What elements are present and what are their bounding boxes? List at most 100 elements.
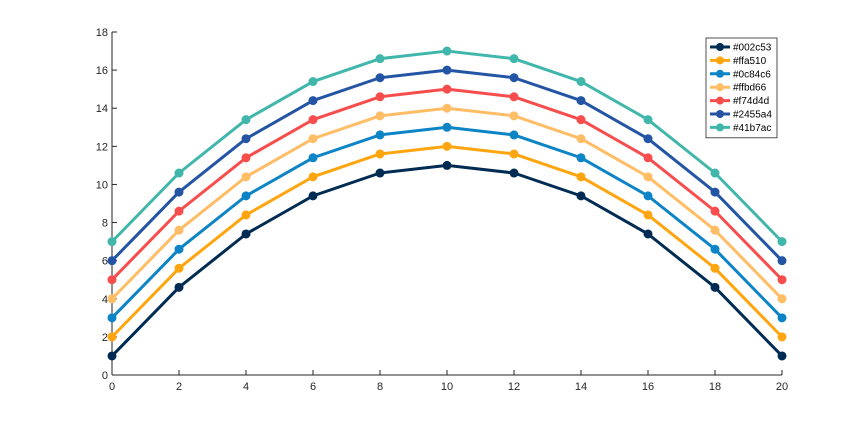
data-point [174,206,184,216]
data-point [375,130,385,140]
data-point [643,134,653,144]
data-point [375,111,385,121]
data-point [241,210,251,220]
data-point [107,256,117,266]
x-tick-label: 10 [441,381,453,393]
legend-label: #002c53 [733,43,772,54]
data-point [576,77,586,87]
data-point [442,141,452,151]
data-point [308,153,318,163]
data-point [375,168,385,178]
x-tick-label: 12 [508,381,520,393]
data-point [375,73,385,83]
data-point [576,96,586,106]
data-point [241,172,251,182]
data-point [509,111,519,121]
data-point [308,96,318,106]
x-tick-label: 0 [109,381,115,393]
data-point [107,275,117,285]
data-point [308,134,318,144]
data-point [107,332,117,342]
data-point [174,225,184,235]
data-point [777,237,787,247]
series-line [110,144,784,338]
data-point [710,187,720,197]
data-point [710,206,720,216]
data-point [710,244,720,254]
data-point [107,294,117,304]
series-line [110,106,784,300]
legend-label: #2455a4 [733,110,772,121]
data-point [643,210,653,220]
legend-swatch-marker [716,123,724,132]
data-point [509,130,519,140]
legend-swatch-marker [716,69,724,78]
legend-label: #0c84c6 [733,69,771,80]
legend-label: #f74d4d [733,96,769,107]
y-tick-label: 10 [96,179,108,191]
x-tick-label: 6 [310,381,316,393]
data-point [643,172,653,182]
y-tick-label: 16 [96,65,108,77]
data-point [442,122,452,132]
legend-swatch-marker [716,96,724,105]
data-point [241,153,251,163]
x-tick-label: 4 [243,381,249,393]
data-point [174,244,184,254]
data-point [576,191,586,201]
data-point [375,149,385,159]
y-axis-ticks: 0 2 4 6 8 10 12 14 16 18 [96,27,117,382]
data-point [308,115,318,125]
data-point [107,237,117,247]
data-point [710,225,720,235]
data-point [777,313,787,323]
data-point [308,191,318,201]
data-point [308,77,318,87]
y-tick-label: 12 [96,141,108,153]
legend-swatch-marker [716,43,724,51]
data-point [576,153,586,163]
data-point [643,115,653,125]
data-point [308,172,318,182]
data-point [442,65,452,75]
legend-swatch-marker [716,56,724,65]
data-point [777,256,787,266]
data-point [241,229,251,239]
data-point [107,313,117,323]
data-point [777,332,787,342]
y-tick-label: 8 [102,218,108,230]
y-tick-label: 4 [102,294,108,306]
data-point [643,191,653,201]
data-point [442,103,452,113]
x-axis-ticks: 0 2 4 6 8 10 12 14 16 18 20 [109,370,788,393]
series-line [110,125,784,319]
data-point [241,191,251,201]
data-point [509,73,519,83]
data-point [241,134,251,144]
x-tick-label: 20 [776,381,788,393]
data-point [107,351,117,361]
data-point [375,92,385,102]
data-point [509,149,519,159]
data-point [576,134,586,144]
series-line [110,87,784,281]
data-point [777,351,787,361]
data-point [710,263,720,273]
legend: #002c53 #ffa510 #0c84c6 #ffbd66 #f74d4d #2455… [705,37,778,139]
legend-swatch-marker [716,110,724,118]
data-point [643,229,653,239]
data-point [509,92,519,102]
data-point [375,54,385,64]
data-point [442,160,452,170]
legend-label: #ffa510 [733,56,767,67]
data-point [442,46,452,56]
data-point [509,168,519,178]
x-tick-label: 14 [575,381,587,393]
data-point [710,168,720,178]
x-tick-label: 8 [377,381,383,393]
data-point [174,263,184,273]
data-point [442,84,452,94]
data-point [576,115,586,125]
data-point [777,275,787,285]
